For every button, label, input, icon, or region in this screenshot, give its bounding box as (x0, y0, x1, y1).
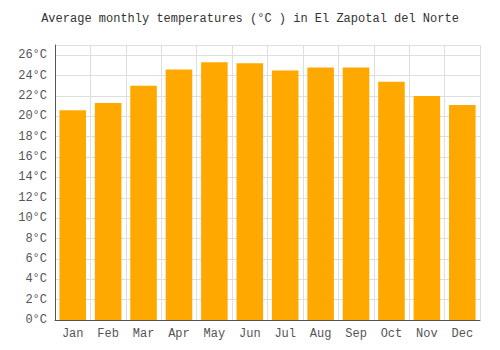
svg-text:10°C: 10°C (18, 211, 47, 225)
svg-text:Nov: Nov (416, 327, 438, 341)
svg-text:Apr: Apr (168, 327, 190, 341)
svg-text:14°C: 14°C (18, 170, 47, 184)
svg-text:May: May (204, 327, 226, 341)
svg-text:20°C: 20°C (18, 109, 47, 123)
svg-text:2°C: 2°C (25, 293, 47, 307)
svg-text:6°C: 6°C (25, 252, 47, 266)
svg-text:Aug: Aug (310, 327, 332, 341)
svg-text:18°C: 18°C (18, 130, 47, 144)
svg-text:Mar: Mar (133, 327, 155, 341)
svg-text:8°C: 8°C (25, 232, 47, 246)
svg-text:Jul: Jul (274, 327, 296, 341)
svg-text:Jan: Jan (62, 327, 84, 341)
svg-text:24°C: 24°C (18, 69, 47, 83)
svg-text:4°C: 4°C (25, 272, 47, 286)
svg-text:22°C: 22°C (18, 89, 47, 103)
svg-text:Feb: Feb (97, 327, 119, 341)
svg-text:Oct: Oct (381, 327, 403, 341)
svg-text:Sep: Sep (345, 327, 367, 341)
svg-text:Jun: Jun (239, 327, 261, 341)
svg-text:12°C: 12°C (18, 191, 47, 205)
svg-text:Average monthly temperatures (: Average monthly temperatures (°C ) in El… (41, 12, 459, 26)
svg-text:0°C: 0°C (25, 313, 47, 327)
svg-text:16°C: 16°C (18, 150, 47, 164)
svg-text:26°C: 26°C (18, 48, 47, 62)
svg-text:Dec: Dec (451, 327, 473, 341)
